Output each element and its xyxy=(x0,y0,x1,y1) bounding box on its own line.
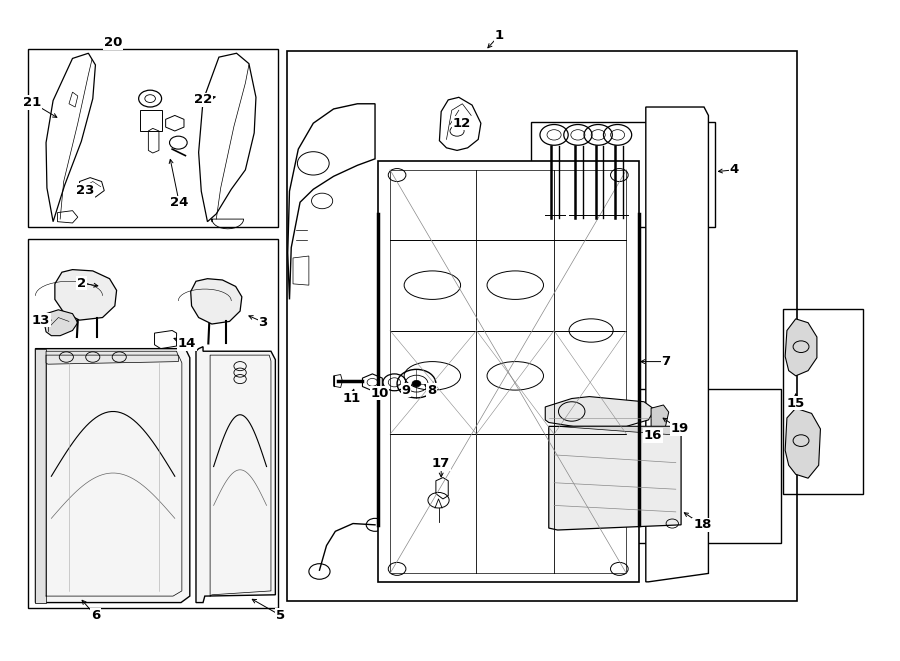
Text: 22: 22 xyxy=(194,93,212,106)
Text: 24: 24 xyxy=(170,196,188,210)
Polygon shape xyxy=(288,104,375,299)
Polygon shape xyxy=(334,375,342,387)
Bar xyxy=(29,239,278,607)
Polygon shape xyxy=(785,408,821,478)
Bar xyxy=(536,389,781,543)
Text: 3: 3 xyxy=(258,315,267,329)
Polygon shape xyxy=(155,330,176,348)
Text: 12: 12 xyxy=(453,117,471,130)
Text: 5: 5 xyxy=(276,609,285,622)
Text: 17: 17 xyxy=(432,457,450,471)
Circle shape xyxy=(412,380,421,387)
Text: 23: 23 xyxy=(76,184,94,197)
Text: 2: 2 xyxy=(76,277,86,290)
Polygon shape xyxy=(58,211,77,223)
Polygon shape xyxy=(44,310,77,336)
Text: 19: 19 xyxy=(670,422,688,436)
Text: 18: 18 xyxy=(693,518,711,531)
Text: 10: 10 xyxy=(370,387,389,400)
Text: 16: 16 xyxy=(644,429,662,442)
Text: 15: 15 xyxy=(787,397,805,410)
Polygon shape xyxy=(55,270,117,320)
Polygon shape xyxy=(545,397,654,426)
Polygon shape xyxy=(46,351,178,364)
Text: 6: 6 xyxy=(91,609,100,622)
Text: 8: 8 xyxy=(427,383,436,397)
Text: 4: 4 xyxy=(729,163,739,176)
Polygon shape xyxy=(293,256,309,285)
Polygon shape xyxy=(196,346,275,603)
Polygon shape xyxy=(363,374,382,391)
Text: 1: 1 xyxy=(495,28,504,42)
Polygon shape xyxy=(549,426,681,436)
Polygon shape xyxy=(436,477,448,499)
Polygon shape xyxy=(191,279,242,324)
Bar xyxy=(531,122,715,227)
Text: 20: 20 xyxy=(104,36,122,50)
Text: 11: 11 xyxy=(342,392,360,405)
Polygon shape xyxy=(35,348,190,603)
Text: 9: 9 xyxy=(401,383,410,397)
Text: 14: 14 xyxy=(178,337,196,350)
Text: 13: 13 xyxy=(32,313,50,327)
Text: 7: 7 xyxy=(662,355,670,368)
Bar xyxy=(287,51,796,602)
Polygon shape xyxy=(549,426,681,530)
Polygon shape xyxy=(651,405,669,431)
Polygon shape xyxy=(35,348,46,603)
Polygon shape xyxy=(785,319,817,376)
Bar xyxy=(140,110,162,131)
Bar xyxy=(783,309,863,494)
Polygon shape xyxy=(646,107,708,582)
Polygon shape xyxy=(79,178,104,197)
Polygon shape xyxy=(439,97,481,151)
Text: 21: 21 xyxy=(22,96,41,109)
Bar xyxy=(29,49,278,227)
Polygon shape xyxy=(378,161,639,582)
